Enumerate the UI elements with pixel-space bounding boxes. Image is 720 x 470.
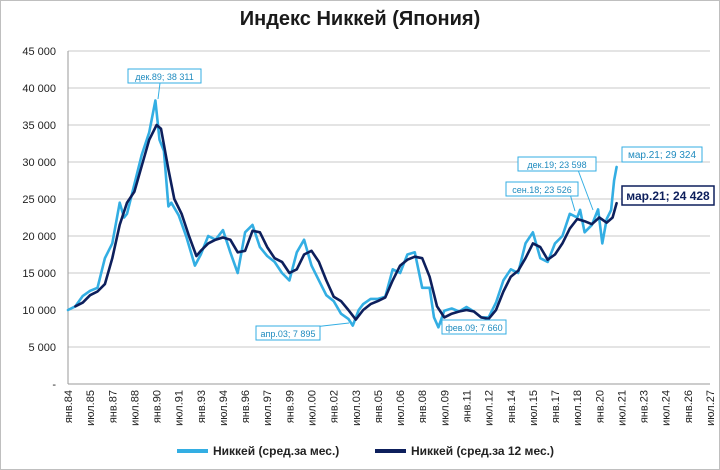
x-tick-label: июл.09 [439, 390, 451, 426]
annotation-box-sep18 [505, 181, 579, 197]
legend: Никкей (сред.за мес.) Никкей (сред.за 12… [177, 444, 554, 458]
annotation-leader-sep18 [569, 193, 576, 212]
x-tick-label: янв.14 [506, 390, 518, 423]
x-tick-label: янв.87 [107, 390, 119, 423]
legend-label-monthly: Никкей (сред.за мес.) [213, 444, 339, 458]
x-tick-label: июл.21 [616, 390, 628, 426]
annotation-feb09: фев.09; 7 660 [445, 323, 502, 333]
x-tick-label: июл.03 [351, 390, 363, 426]
x-tick-label: янв.17 [550, 390, 562, 423]
annotation-sep18: сен.18; 23 526 [512, 185, 572, 195]
x-tick-label: янв.90 [152, 390, 164, 423]
x-tick-label: июл.12 [484, 390, 496, 426]
annotation-box-apr03 [255, 325, 321, 341]
y-tick-label: 5 000 [28, 342, 56, 354]
x-tick-label: янв.23 [639, 390, 651, 423]
x-tick-label: июл.00 [307, 390, 319, 426]
x-tick-label: янв.99 [284, 390, 296, 423]
x-tick-label: янв.96 [240, 390, 252, 423]
chart-title: Индекс Никкей (Япония) [239, 8, 481, 30]
x-tick-label: янв.02 [329, 390, 341, 423]
x-tick-label: янв.11 [461, 390, 473, 422]
y-tick-label: 40 000 [22, 83, 56, 95]
annotation-dec89: дек.89; 38 311 [135, 72, 194, 82]
annotation-apr03: апр.03; 7 895 [261, 329, 316, 339]
annotation-leader-dec19 [577, 169, 594, 211]
x-tick-label: июл.91 [174, 390, 186, 426]
annotation-dec19: дек.19; 23 598 [527, 160, 586, 170]
x-tick-label: июл.27 [705, 390, 717, 426]
annotation-box-mar21 [621, 146, 703, 163]
annotation-mar21-avg: мар.21; 24 428 [626, 189, 710, 203]
y-tick-label: 30 000 [22, 157, 56, 169]
y-tick-label: 15 000 [22, 268, 56, 280]
x-tick-label: июл.94 [218, 390, 230, 426]
y-tick-label: 25 000 [22, 194, 56, 206]
annotation-box-dec19 [517, 156, 597, 172]
y-tick-label: 35 000 [22, 120, 56, 132]
x-tick-label: июл.97 [262, 390, 274, 426]
series-line-monthly [66, 99, 618, 329]
y-tick-label: 10 000 [22, 305, 56, 317]
annotation-box-mar21-avg [621, 185, 715, 206]
annotation-box-feb09 [441, 319, 507, 335]
x-tick-label: янв.05 [373, 390, 385, 423]
x-axis-ticks: янв.84 июл.85 янв.87 июл.88 янв.90 июл.91 янв.… [63, 390, 717, 426]
x-tick-label: июл.88 [129, 390, 141, 426]
x-tick-label: июл.18 [572, 390, 584, 426]
annotations: дек.89; 38 311 апр.03; 7 895 фев.09; 7 6… [127, 68, 715, 341]
legend-label-avg12: Никкей (сред.за 12 мес.) [411, 444, 554, 458]
x-tick-label: июл.85 [85, 390, 97, 426]
annotation-mar21: мар.21; 29 324 [628, 150, 696, 161]
x-tick-label: янв.08 [417, 390, 429, 423]
y-axis-ticks: - 5 000 10 000 15 000 20 000 25 000 30 000 35 0… [22, 46, 56, 391]
x-tick-label: янв.84 [63, 390, 75, 423]
y-tick-label: - [52, 379, 56, 391]
annotation-leader-dec89 [157, 82, 161, 100]
x-tick-label: янв.93 [196, 390, 208, 423]
x-tick-label: июл.06 [395, 390, 407, 426]
y-tick-label: 45 000 [22, 46, 56, 58]
y-tick-label: 20 000 [22, 231, 56, 243]
x-tick-label: июл.24 [661, 390, 673, 426]
x-tick-label: янв.26 [683, 390, 695, 423]
annotation-box-dec89 [127, 68, 202, 84]
series-lines [66, 99, 618, 329]
x-tick-label: янв.20 [594, 390, 606, 423]
series-line-avg12 [74, 123, 618, 321]
x-tick-label: июл.15 [528, 390, 540, 426]
